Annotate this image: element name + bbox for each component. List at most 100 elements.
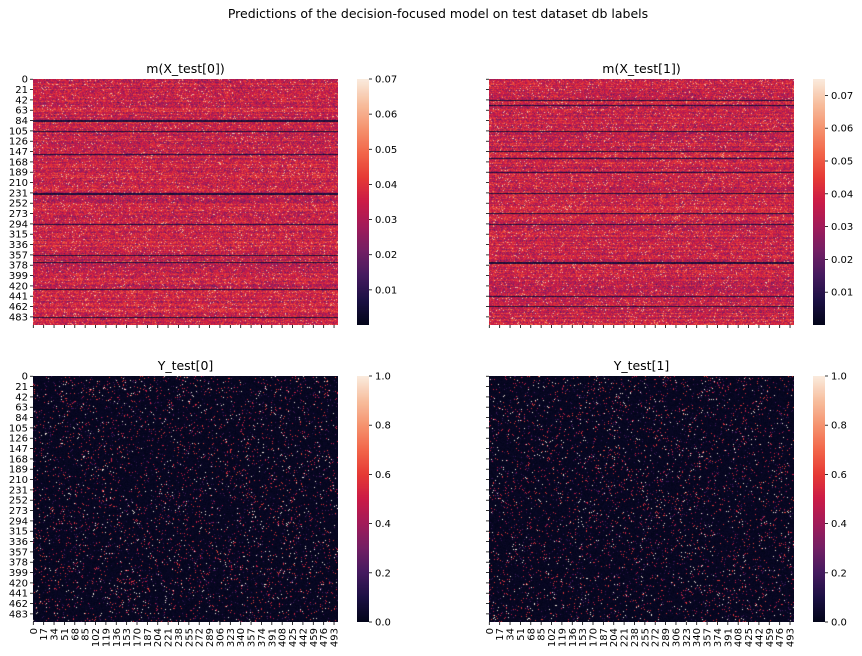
heatmap-panel-3: Y_test[1] 0 17 34 51 68 85 102 119 136 153 170 187 20… bbox=[485, 358, 847, 647]
x-tick-label: 442 bbox=[754, 628, 765, 647]
colorbar-tick-label: 0.06 bbox=[375, 110, 397, 121]
x-tick-label: 476 bbox=[775, 628, 786, 647]
y-tick-label: 105 bbox=[9, 423, 28, 434]
x-tick-label: 391 bbox=[267, 628, 278, 647]
x-tick-label: 493 bbox=[330, 628, 341, 647]
colorbar-tick-label: 0.02 bbox=[375, 250, 397, 261]
y-tick-label: 42 bbox=[15, 95, 28, 106]
colorbar-tick-label: 0.05 bbox=[375, 145, 397, 156]
x-tick-label: 459 bbox=[309, 628, 320, 647]
colorbar bbox=[357, 376, 369, 622]
colorbar-tick-label: 1.0 bbox=[375, 372, 391, 383]
y-tick-label: 210 bbox=[9, 475, 28, 486]
y-tick-label: 147 bbox=[9, 444, 28, 455]
colorbar-tick-label: 0.02 bbox=[831, 255, 853, 266]
figure-suptitle: Predictions of the decision-focused mode… bbox=[228, 6, 648, 21]
y-tick-label: 126 bbox=[9, 137, 28, 148]
y-tick-label: 315 bbox=[9, 527, 28, 538]
colorbar bbox=[813, 79, 825, 325]
x-tick-label: 0 bbox=[29, 628, 40, 634]
y-tick-label: 21 bbox=[15, 382, 28, 393]
x-tick-label: 68 bbox=[526, 628, 537, 641]
colorbar bbox=[813, 376, 825, 622]
x-tick-label: 68 bbox=[70, 628, 81, 641]
x-tick-label: 289 bbox=[205, 628, 216, 647]
x-tick-label: 272 bbox=[195, 628, 206, 647]
y-tick-label: 336 bbox=[9, 537, 28, 548]
colorbar-tick-label: 0.06 bbox=[831, 124, 853, 135]
colorbar-tick-label: 0.0 bbox=[831, 618, 847, 629]
heatmap-panel-0: m(X_test[0])0214263841051261471681892102… bbox=[9, 61, 397, 328]
colorbar-tick-label: 0.4 bbox=[375, 519, 391, 530]
heatmap-panel-2: Y_test[0]0214263841051261471681892102312… bbox=[9, 358, 391, 647]
x-tick-label: 85 bbox=[537, 628, 548, 641]
colorbar bbox=[357, 79, 369, 325]
heatmap-cells bbox=[33, 79, 338, 325]
heatmap-cells bbox=[489, 79, 794, 325]
x-tick-label: 221 bbox=[620, 628, 631, 647]
y-tick-label: 441 bbox=[9, 292, 28, 303]
colorbar-tick-label: 0.04 bbox=[375, 180, 397, 191]
colorbar-tick-label: 0.4 bbox=[831, 519, 847, 530]
y-tick-label: 168 bbox=[9, 454, 28, 465]
x-tick-label: 408 bbox=[734, 628, 745, 647]
x-tick-label: 374 bbox=[257, 628, 268, 647]
x-tick-label: 255 bbox=[184, 628, 195, 647]
y-tick-label: 357 bbox=[9, 547, 28, 558]
x-tick-label: 102 bbox=[91, 628, 102, 647]
y-tick-label: 126 bbox=[9, 434, 28, 445]
y-tick-label: 378 bbox=[9, 261, 28, 272]
colorbar-tick-label: 0.8 bbox=[375, 421, 391, 432]
x-tick-label: 221 bbox=[164, 628, 175, 647]
x-tick-label: 272 bbox=[651, 628, 662, 647]
colorbar-tick-label: 0.0 bbox=[375, 618, 391, 629]
x-tick-label: 102 bbox=[547, 628, 558, 647]
y-tick-label: 231 bbox=[9, 188, 28, 199]
x-tick-label: 136 bbox=[112, 628, 123, 647]
y-tick-label: 315 bbox=[9, 230, 28, 241]
x-tick-label: 306 bbox=[671, 628, 682, 647]
x-tick-label: 340 bbox=[692, 628, 703, 647]
y-tick-label: 42 bbox=[15, 392, 28, 403]
y-tick-label: 420 bbox=[9, 578, 28, 589]
x-tick-label: 476 bbox=[319, 628, 330, 647]
x-tick-label: 374 bbox=[713, 628, 724, 647]
x-tick-label: 136 bbox=[568, 628, 579, 647]
colorbar-tick-label: 0.2 bbox=[831, 568, 847, 579]
x-tick-label: 459 bbox=[765, 628, 776, 647]
y-tick-label: 189 bbox=[9, 465, 28, 476]
x-tick-label: 425 bbox=[744, 628, 755, 647]
y-tick-label: 336 bbox=[9, 240, 28, 251]
x-tick-label: 170 bbox=[589, 628, 600, 647]
colorbar-tick-label: 0.03 bbox=[831, 222, 853, 233]
y-tick-label: 273 bbox=[9, 506, 28, 517]
colorbar-tick-label: 0.2 bbox=[375, 568, 391, 579]
x-tick-label: 289 bbox=[661, 628, 672, 647]
x-tick-label: 170 bbox=[133, 628, 144, 647]
y-tick-label: 357 bbox=[9, 250, 28, 261]
x-tick-label: 204 bbox=[153, 628, 164, 647]
x-tick-label: 153 bbox=[122, 628, 133, 647]
colorbar-tick-label: 0.01 bbox=[831, 288, 853, 299]
x-tick-label: 357 bbox=[247, 628, 258, 647]
colorbar-tick-label: 0.07 bbox=[375, 75, 397, 86]
x-tick-label: 425 bbox=[288, 628, 299, 647]
y-tick-label: 252 bbox=[9, 496, 28, 507]
y-tick-label: 462 bbox=[9, 599, 28, 610]
x-tick-label: 34 bbox=[50, 628, 61, 641]
y-tick-label: 168 bbox=[9, 157, 28, 168]
y-tick-label: 63 bbox=[15, 106, 28, 117]
x-tick-label: 119 bbox=[101, 628, 112, 647]
y-tick-label: 189 bbox=[9, 168, 28, 179]
colorbar-tick-label: 0.6 bbox=[375, 470, 391, 481]
y-tick-label: 294 bbox=[9, 219, 28, 230]
y-tick-label: 63 bbox=[15, 403, 28, 414]
x-tick-label: 323 bbox=[682, 628, 693, 647]
x-tick-label: 340 bbox=[236, 628, 247, 647]
x-tick-label: 0 bbox=[485, 628, 496, 634]
y-tick-label: 273 bbox=[9, 209, 28, 220]
heatmap-title: m(X_test[0]) bbox=[146, 61, 224, 76]
x-tick-label: 51 bbox=[516, 628, 527, 641]
x-tick-label: 187 bbox=[599, 628, 610, 647]
colorbar-tick-label: 0.01 bbox=[375, 285, 397, 296]
